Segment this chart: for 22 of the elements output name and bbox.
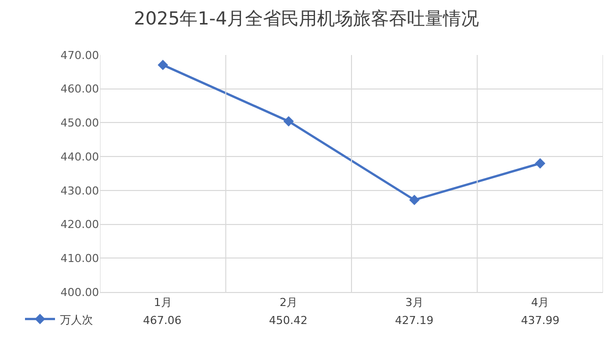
point <box>534 158 546 169</box>
data-label: 427.19 <box>395 314 434 327</box>
y-tick-label: 400.00 <box>60 286 99 299</box>
y-tick-label: 430.00 <box>60 184 99 198</box>
x-tick-label: 1月 <box>154 296 172 310</box>
y-tick-label: 460.00 <box>60 82 99 96</box>
point <box>409 194 420 206</box>
data-label: 467.06 <box>143 314 182 327</box>
y-tick-label: 420.00 <box>60 218 99 232</box>
chart-title: 2025年1-4月全省民用机场旅客吞吐量情况 <box>134 8 480 30</box>
y-tick-label: 440.00 <box>60 150 99 164</box>
x-tick-label: 4月 <box>531 296 550 310</box>
x-tick-label: 2月 <box>280 296 298 310</box>
x-tick-label: 3月 <box>405 296 424 310</box>
point <box>283 116 294 126</box>
y-tick-label: 410.00 <box>60 252 99 265</box>
data-label: 450.42 <box>269 314 308 327</box>
y-tick-label: 470.00 <box>60 48 99 62</box>
y-tick-label: 450.00 <box>60 116 99 130</box>
data-label: 437.99 <box>521 314 560 327</box>
point <box>158 60 168 70</box>
legend-label: 万人次 <box>60 313 93 326</box>
